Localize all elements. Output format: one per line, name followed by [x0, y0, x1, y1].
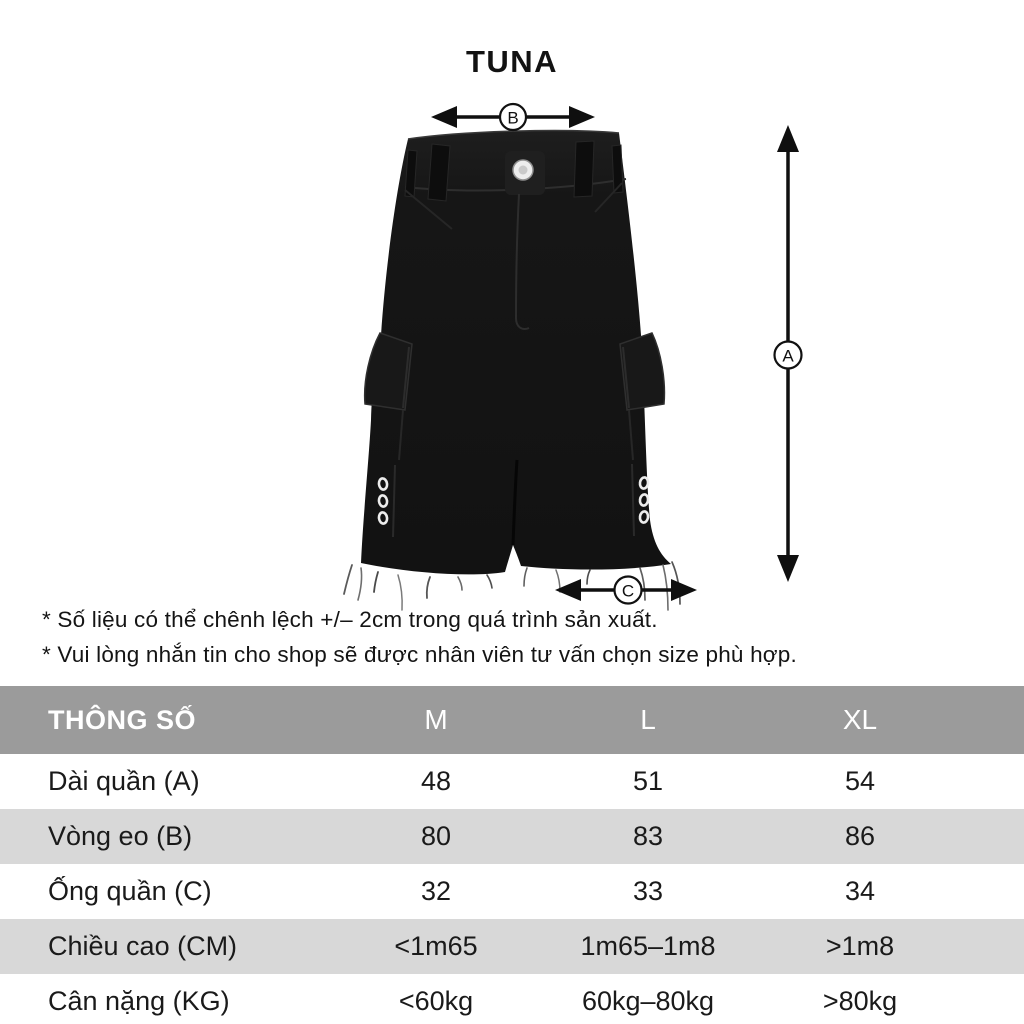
- length-arrow-a: A: [773, 125, 803, 582]
- table-row-length: Dài quần (A) 48 51 54: [0, 754, 1024, 809]
- table-row-leg-opening: Ống quần (C) 32 33 34: [0, 864, 1024, 919]
- row-label: Ống quần (C): [48, 876, 212, 906]
- cell-value: 54: [844, 766, 876, 796]
- cell-value: <60kg: [398, 986, 474, 1016]
- right-cargo-pocket: [619, 332, 666, 537]
- measure-label-c: C: [622, 582, 634, 601]
- header-size-l: L: [640, 704, 656, 735]
- cell-value: 48: [420, 766, 452, 796]
- measurement-diagram: B A C: [343, 102, 803, 611]
- table-row-height: Chiều cao (CM) <1m65 1m65–1m8 >1m8: [0, 919, 1024, 974]
- table-row-weight: Cân nặng (KG) <60kg 60kg–80kg >80kg: [0, 974, 1024, 1024]
- inseam-shadow: [511, 459, 519, 546]
- belt-loops: [404, 140, 624, 202]
- header-size-xl: XL: [842, 704, 878, 735]
- left-grommets: [377, 477, 389, 525]
- cell-value: >80kg: [822, 986, 898, 1016]
- cell-value: 60kg–80kg: [581, 986, 715, 1016]
- note-tolerance: * Số liệu có thể chênh lệch +/– 2cm tron…: [42, 607, 658, 632]
- shorts-image: [343, 129, 681, 611]
- size-table: THÔNG SỐ M L XL Dài quần (A) 48 51 54 Vò…: [0, 686, 1024, 1024]
- row-label: Cân nặng (KG): [48, 986, 230, 1016]
- row-label: Vòng eo (B): [48, 821, 193, 851]
- brand-title: TUNA: [465, 44, 559, 79]
- cell-value: >1m8: [825, 931, 895, 961]
- left-front-pocket-seam: [404, 189, 453, 230]
- measure-label-a: A: [782, 347, 794, 366]
- footnotes: * Số liệu có thể chênh lệch +/– 2cm tron…: [42, 602, 802, 672]
- header-param-label: THÔNG SỐ: [48, 704, 197, 735]
- table-row-waist: Vòng eo (B) 80 83 86: [0, 809, 1024, 864]
- waist-button: [512, 159, 534, 181]
- note-contact: * Vui lòng nhắn tin cho shop sẽ được nhâ…: [42, 642, 797, 667]
- right-grommets: [638, 476, 650, 524]
- cell-value: 80: [420, 821, 452, 851]
- waist-width-arrow-b: B: [431, 102, 595, 132]
- cell-value: 83: [632, 821, 664, 851]
- leg-opening-arrow-c: C: [555, 575, 697, 605]
- cell-value: 86: [844, 821, 876, 851]
- left-cargo-pocket: [363, 332, 413, 538]
- fly-seam: [514, 193, 530, 330]
- row-label: Chiều cao (CM): [48, 931, 238, 961]
- measure-label-b: B: [507, 109, 518, 128]
- frayed-hem-threads: [343, 561, 681, 611]
- cell-value: 51: [632, 766, 664, 796]
- header-size-m: M: [424, 704, 448, 735]
- cell-value: 34: [844, 876, 876, 906]
- right-front-pocket-seam: [594, 182, 623, 213]
- cell-value: <1m65: [394, 931, 478, 961]
- cell-value: 1m65–1m8: [580, 931, 716, 961]
- cell-value: 33: [632, 876, 664, 906]
- size-table-header: THÔNG SỐ M L XL: [0, 686, 1024, 754]
- row-label: Dài quần (A): [48, 766, 200, 796]
- cell-value: 32: [420, 876, 452, 906]
